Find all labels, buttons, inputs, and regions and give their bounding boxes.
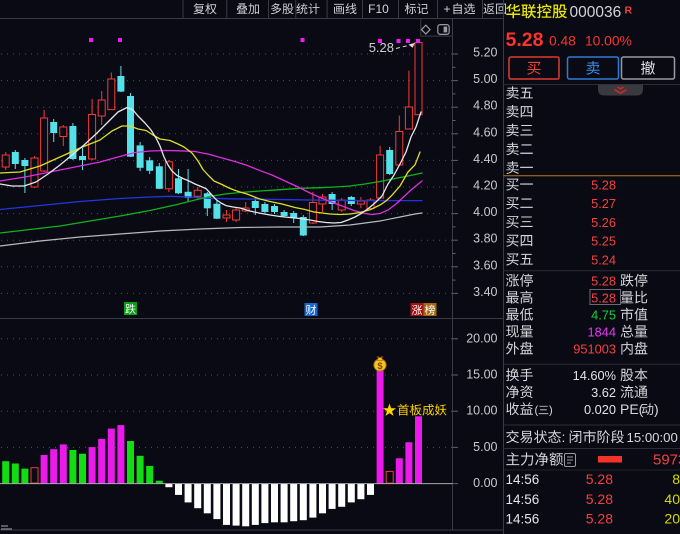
svg-text:3: 3 [672, 530, 680, 534]
svg-text:): ) [654, 401, 659, 417]
svg-text:F10: F10 [368, 2, 389, 16]
svg-text:5.00: 5.00 [473, 72, 497, 86]
svg-text:5.28: 5.28 [586, 511, 613, 527]
svg-text:5.27: 5.27 [591, 196, 616, 211]
svg-text:8: 8 [672, 471, 680, 487]
svg-text:15.00: 15.00 [466, 368, 497, 382]
svg-text:5.28: 5.28 [586, 491, 613, 507]
svg-text:14.60%: 14.60% [573, 368, 616, 383]
svg-text:(: ( [535, 405, 539, 417]
svg-text:20.00: 20.00 [466, 331, 497, 345]
svg-text:5.28: 5.28 [369, 40, 394, 55]
svg-text:000036: 000036 [570, 4, 622, 21]
svg-text:14:56: 14:56 [506, 531, 540, 534]
svg-text::: : [562, 429, 566, 445]
svg-text:5.28: 5.28 [591, 274, 616, 289]
svg-text:4.00: 4.00 [473, 205, 497, 219]
svg-text:0.020: 0.020 [584, 402, 616, 417]
svg-text:10.00: 10.00 [466, 404, 497, 418]
svg-text:0.48: 0.48 [549, 34, 576, 49]
svg-text:3.60: 3.60 [473, 258, 497, 272]
svg-text:3.40: 3.40 [473, 285, 497, 299]
svg-text:5.28: 5.28 [506, 29, 544, 51]
svg-text:4.60: 4.60 [473, 125, 497, 139]
svg-text:5.28: 5.28 [586, 471, 613, 487]
svg-text:3.62: 3.62 [591, 385, 616, 400]
svg-text:5.28: 5.28 [591, 178, 616, 193]
svg-text:R: R [625, 5, 633, 17]
svg-text:5.24: 5.24 [591, 252, 616, 267]
svg-text:3.80: 3.80 [473, 232, 497, 246]
svg-text:4.20: 4.20 [473, 179, 497, 193]
svg-text:): ) [549, 405, 553, 417]
svg-text:10.00%: 10.00% [585, 34, 632, 49]
svg-text:+: + [443, 2, 450, 16]
svg-text:0.00: 0.00 [473, 476, 497, 490]
svg-text:14:56: 14:56 [506, 492, 540, 507]
svg-text:$: $ [377, 361, 383, 372]
svg-text:14:56: 14:56 [506, 472, 540, 487]
svg-text:59736: 59736 [653, 452, 680, 469]
svg-text:1844: 1844 [588, 325, 616, 340]
svg-text:15:00:00: 15:00:00 [627, 430, 678, 445]
svg-text:5.28: 5.28 [591, 291, 616, 306]
svg-text:951003: 951003 [573, 342, 616, 357]
svg-text:4.40: 4.40 [473, 152, 497, 166]
svg-text:14:56: 14:56 [506, 512, 540, 527]
svg-text:5.20: 5.20 [473, 46, 497, 60]
svg-text:5.00: 5.00 [473, 440, 497, 454]
svg-text:5.25: 5.25 [591, 234, 616, 249]
svg-text:20: 20 [664, 511, 680, 527]
svg-text:5.26: 5.26 [591, 215, 616, 230]
svg-text:5.28: 5.28 [586, 530, 613, 534]
svg-text:40: 40 [664, 491, 680, 507]
svg-text:PE(: PE( [620, 401, 644, 417]
svg-text:4.75: 4.75 [591, 308, 616, 323]
svg-text:4.80: 4.80 [473, 99, 497, 113]
